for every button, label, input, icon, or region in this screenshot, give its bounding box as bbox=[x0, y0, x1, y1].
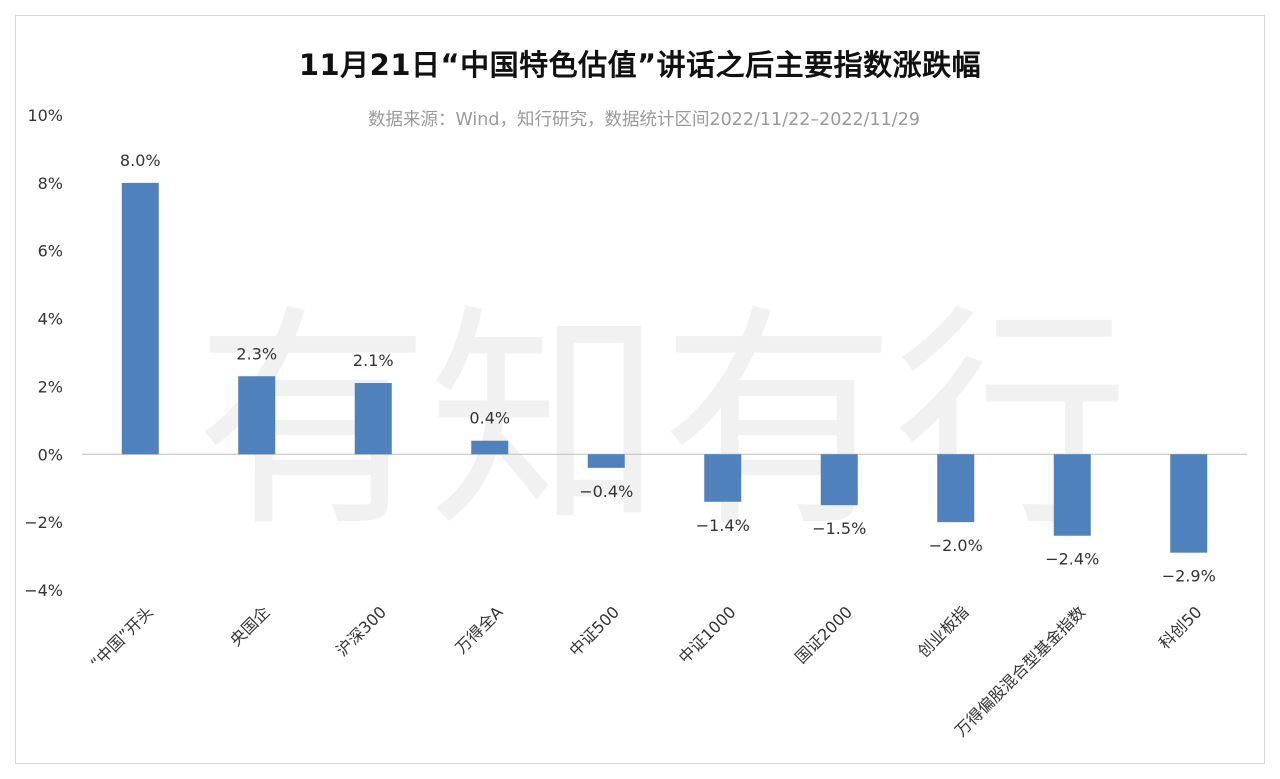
chart-title: 11月21日“中国特色估值”讲话之后主要指数涨跌幅 bbox=[298, 48, 982, 82]
bar bbox=[820, 454, 858, 506]
data-label: −1.4% bbox=[696, 516, 750, 535]
data-label: −1.5% bbox=[812, 519, 866, 538]
x-tick-label: 万得偏股混合型基金指数 bbox=[951, 602, 1089, 740]
y-tick-label: 8% bbox=[38, 174, 63, 193]
bar bbox=[704, 454, 742, 502]
x-tick-label: 中证500 bbox=[565, 602, 623, 660]
y-tick-label: 0% bbox=[38, 445, 63, 464]
x-tick-label: 科创50 bbox=[1155, 602, 1205, 652]
data-label: 2.3% bbox=[236, 344, 277, 363]
bar bbox=[471, 440, 509, 455]
y-tick-label: −2% bbox=[24, 513, 63, 532]
chart-frame bbox=[15, 15, 1265, 764]
bar bbox=[1053, 454, 1091, 536]
bar bbox=[1170, 454, 1208, 553]
y-tick-label: 2% bbox=[38, 377, 63, 396]
y-tick-label: 6% bbox=[38, 242, 63, 261]
x-tick-label: 创业板指 bbox=[914, 602, 973, 661]
data-label: 2.1% bbox=[353, 351, 394, 370]
y-tick-label: 10% bbox=[27, 106, 63, 125]
bar bbox=[121, 182, 159, 455]
x-tick-label: 国证2000 bbox=[791, 602, 856, 667]
data-label: −2.4% bbox=[1045, 550, 1099, 569]
x-tick-label: “中国”开头 bbox=[87, 602, 157, 672]
data-label: −2.9% bbox=[1162, 567, 1216, 586]
data-label: 8.0% bbox=[120, 151, 161, 170]
bar bbox=[238, 376, 276, 455]
y-tick-label: −4% bbox=[24, 581, 63, 600]
data-label: −0.4% bbox=[579, 482, 633, 501]
x-tick-label: 中证1000 bbox=[675, 602, 740, 667]
bar bbox=[354, 383, 392, 455]
y-tick-label: 4% bbox=[38, 310, 63, 329]
data-label: −2.0% bbox=[929, 536, 983, 555]
bar bbox=[587, 454, 625, 468]
chart-subtitle: 数据来源：Wind，知行研究，数据统计区间2022/11/22–2022/11/… bbox=[368, 110, 920, 130]
bar bbox=[937, 454, 975, 523]
data-label: 0.4% bbox=[469, 409, 510, 428]
x-tick-label: 万得全A bbox=[451, 602, 506, 657]
x-tick-label: 沪深300 bbox=[332, 602, 390, 660]
x-tick-label: 央国企 bbox=[226, 602, 273, 649]
